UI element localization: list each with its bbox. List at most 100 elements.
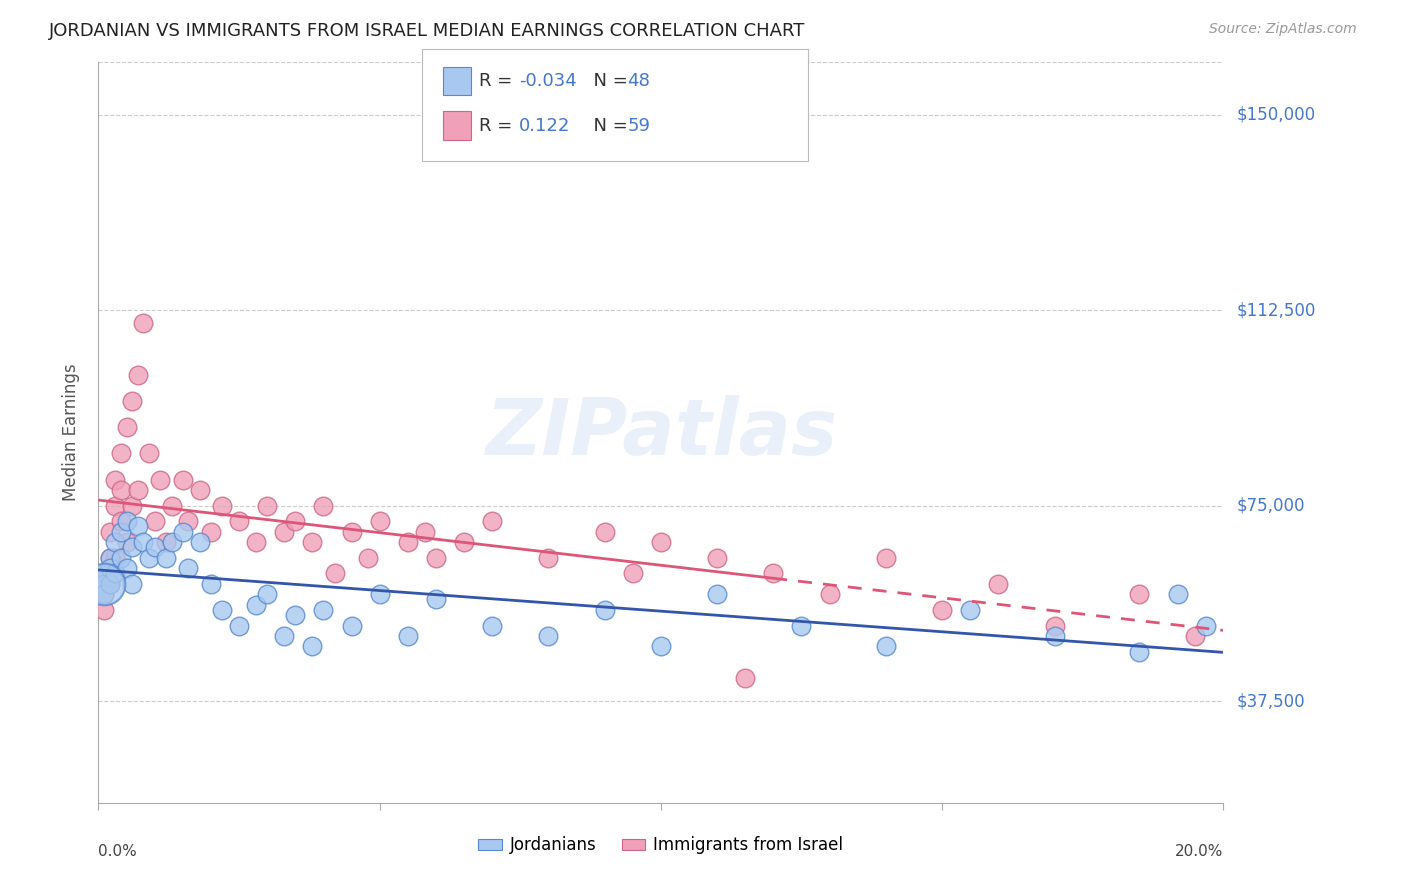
- Text: R =: R =: [479, 117, 524, 135]
- Point: [273, 629, 295, 643]
- Point: [172, 473, 194, 487]
- Point: [98, 550, 121, 565]
- Point: [1184, 629, 1206, 643]
- Point: [149, 473, 172, 487]
- Point: [273, 524, 295, 539]
- Point: [160, 535, 183, 549]
- Point: [959, 603, 981, 617]
- Point: [177, 514, 200, 528]
- Point: [312, 499, 335, 513]
- Point: [875, 640, 897, 654]
- Point: [706, 587, 728, 601]
- Point: [121, 541, 143, 555]
- Point: [121, 577, 143, 591]
- Point: [734, 671, 756, 685]
- Point: [143, 514, 166, 528]
- Point: [98, 577, 121, 591]
- Point: [115, 561, 138, 575]
- Point: [481, 618, 503, 632]
- Point: [104, 473, 127, 487]
- Point: [160, 499, 183, 513]
- Point: [121, 499, 143, 513]
- Point: [650, 535, 672, 549]
- Point: [132, 535, 155, 549]
- Point: [340, 524, 363, 539]
- Text: $37,500: $37,500: [1237, 692, 1306, 710]
- Point: [425, 592, 447, 607]
- Point: [115, 535, 138, 549]
- Point: [650, 640, 672, 654]
- Point: [200, 577, 222, 591]
- Point: [245, 598, 267, 612]
- Point: [93, 577, 115, 591]
- Point: [312, 603, 335, 617]
- Point: [301, 640, 323, 654]
- Point: [121, 394, 143, 409]
- Point: [188, 483, 211, 497]
- Point: [143, 541, 166, 555]
- Point: [425, 550, 447, 565]
- Point: [284, 514, 307, 528]
- Text: 0.0%: 0.0%: [98, 844, 138, 858]
- Point: [127, 483, 149, 497]
- Point: [818, 587, 841, 601]
- Point: [593, 603, 616, 617]
- Point: [115, 420, 138, 434]
- Point: [284, 608, 307, 623]
- Point: [301, 535, 323, 549]
- Point: [931, 603, 953, 617]
- Point: [93, 603, 115, 617]
- Point: [762, 566, 785, 581]
- Point: [138, 550, 160, 565]
- Point: [537, 550, 560, 565]
- Point: [132, 316, 155, 330]
- Point: [188, 535, 211, 549]
- Y-axis label: Median Earnings: Median Earnings: [62, 364, 80, 501]
- Point: [1043, 618, 1066, 632]
- Point: [104, 550, 127, 565]
- Point: [1128, 587, 1150, 601]
- Point: [115, 514, 138, 528]
- Point: [875, 550, 897, 565]
- Point: [155, 550, 177, 565]
- Text: 20.0%: 20.0%: [1175, 844, 1223, 858]
- Text: Source: ZipAtlas.com: Source: ZipAtlas.com: [1209, 22, 1357, 37]
- Point: [1043, 629, 1066, 643]
- Text: $112,500: $112,500: [1237, 301, 1316, 319]
- Point: [138, 446, 160, 460]
- Point: [245, 535, 267, 549]
- Point: [110, 514, 132, 528]
- Point: [396, 629, 419, 643]
- Text: 0.122: 0.122: [519, 117, 571, 135]
- Point: [987, 577, 1010, 591]
- Point: [368, 587, 391, 601]
- Text: N =: N =: [582, 117, 634, 135]
- Point: [93, 577, 115, 591]
- Point: [127, 519, 149, 533]
- Point: [93, 566, 115, 581]
- Point: [256, 587, 278, 601]
- Point: [110, 446, 132, 460]
- Point: [228, 514, 250, 528]
- Text: -0.034: -0.034: [519, 72, 576, 90]
- Point: [593, 524, 616, 539]
- Point: [98, 577, 121, 591]
- Text: 59: 59: [627, 117, 650, 135]
- Point: [155, 535, 177, 549]
- Point: [93, 566, 115, 581]
- Point: [368, 514, 391, 528]
- Point: [453, 535, 475, 549]
- Point: [323, 566, 346, 581]
- Point: [93, 587, 115, 601]
- Point: [340, 618, 363, 632]
- Point: [98, 550, 121, 565]
- Legend: Jordanians, Immigrants from Israel: Jordanians, Immigrants from Israel: [471, 830, 851, 861]
- Point: [110, 483, 132, 497]
- Text: N =: N =: [582, 72, 634, 90]
- Point: [98, 561, 121, 575]
- Point: [1195, 618, 1218, 632]
- Text: JORDANIAN VS IMMIGRANTS FROM ISRAEL MEDIAN EARNINGS CORRELATION CHART: JORDANIAN VS IMMIGRANTS FROM ISRAEL MEDI…: [49, 22, 806, 40]
- Point: [200, 524, 222, 539]
- Point: [396, 535, 419, 549]
- Point: [104, 499, 127, 513]
